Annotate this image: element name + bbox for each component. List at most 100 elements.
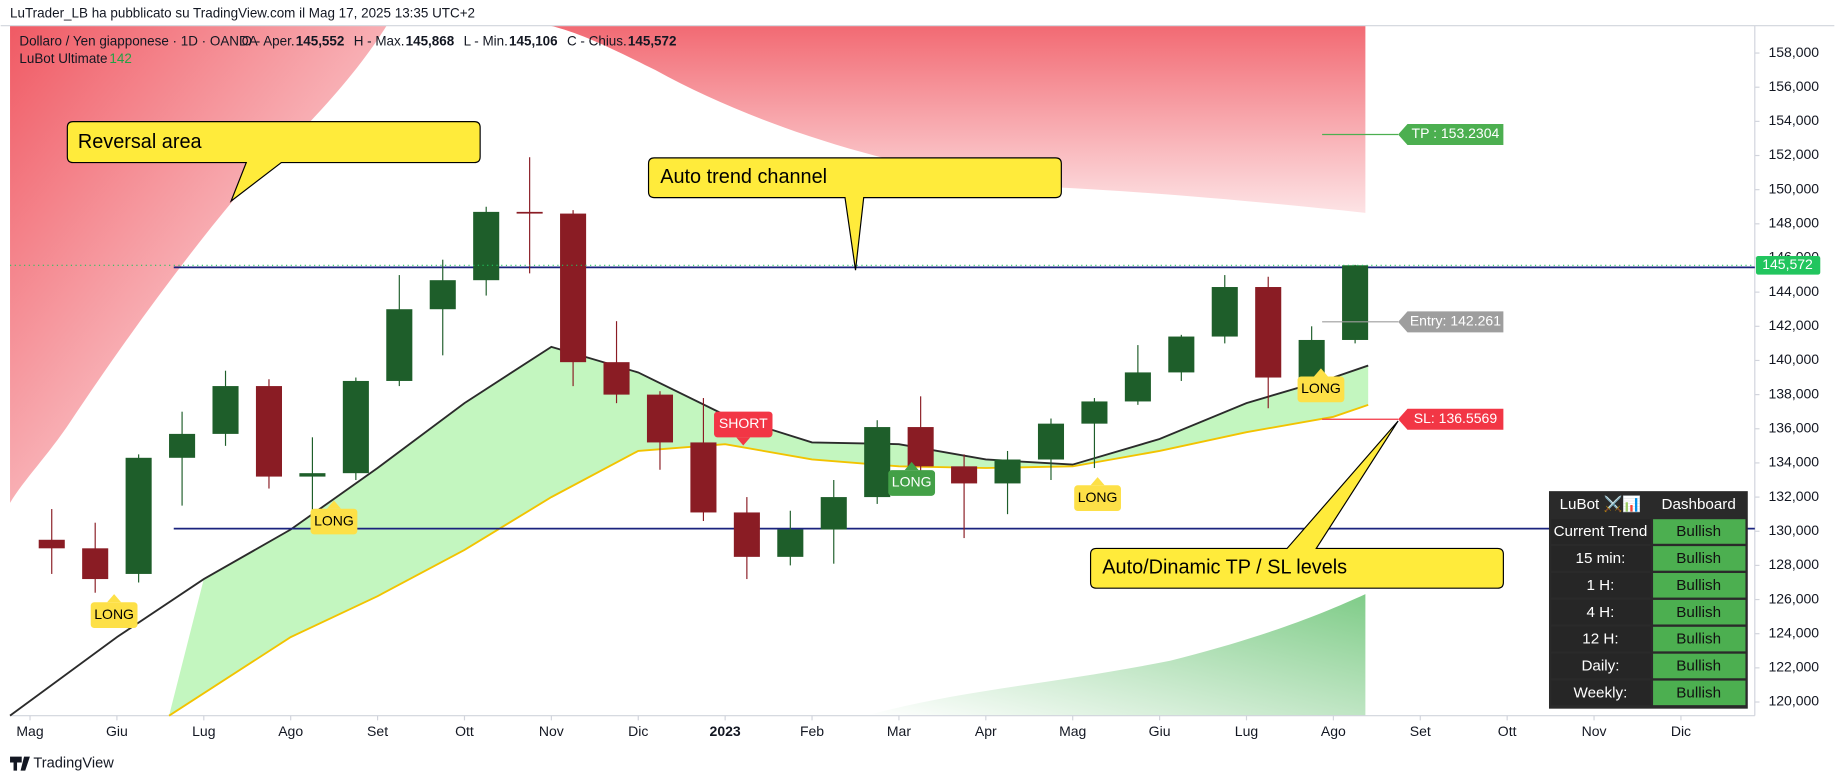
candle-body [1255,287,1282,378]
x-tick-label: 2023 [710,723,741,739]
dashboard-value: Bullish [1676,604,1721,621]
dashboard-value: Bullish [1676,577,1721,594]
ohlc-label: H - Max. [354,34,405,49]
x-tick-label: Nov [539,723,564,739]
x-tick-label: Dic [628,723,648,739]
signal-arrow [1090,477,1105,486]
dashboard: LuBot ⚔️📊 Dashboard Current Trend Bullish 15… [1548,491,1748,709]
indicator-name: LuBot Ultimate [19,51,107,66]
reversal-band-right [550,25,1366,213]
y-tick-label: 150,000 [1768,180,1819,196]
target-label: Entry: 142.261 [1410,313,1501,329]
last-price-tag [1755,255,1821,275]
dashboard-header-cell [1653,492,1746,517]
y-tick-label: 122,000 [1768,659,1819,675]
signal-tag [888,470,936,496]
dashboard-value: Bullish [1676,684,1721,701]
candle-body [169,433,196,458]
signal-label: LONG [94,606,134,622]
ohlc-value: 145,552 [296,34,345,49]
callout-text: Reversal area [78,131,203,153]
candle-body [1081,401,1108,424]
callout-box [647,157,1062,271]
reversal-band-left [10,25,387,503]
dashboard-key: 12 H: [1582,631,1618,648]
symbol: Dollaro / Yen giapponese · 1D · OANDA [19,34,257,49]
y-tick-label: 152,000 [1768,146,1819,162]
x-tick-label: Giu [106,723,128,739]
candle-body [38,539,65,549]
y-tick-label: 130,000 [1768,522,1819,538]
candle-body [255,386,283,477]
x-tick-label: Nov [1582,723,1607,739]
candle-body [1037,423,1065,460]
dashboard-key-cell [1551,546,1651,571]
ohlc-value: 145,868 [406,34,455,49]
lower-band [866,594,1366,716]
callout-box [66,121,481,203]
x-tick-label: Lug [1235,723,1258,739]
target-label: TP : 153.2304 [1412,125,1500,141]
x-tick-label: Apr [975,723,997,739]
candle-body [342,380,369,474]
x-tick-label: Mar [887,723,911,739]
candle-body [603,362,630,395]
dashboard-key: Daily: [1581,658,1619,675]
ohlc-label: L - Min. [464,34,508,49]
target-tag [1398,311,1504,333]
candle-body [1211,287,1238,337]
y-tick-label: 158,000 [1768,44,1819,60]
x-tick-label: Mag [16,723,43,739]
y-tick-label: 134,000 [1768,454,1819,470]
candle-body [212,386,239,434]
y-tick-label: 154,000 [1768,112,1819,128]
candle-body [299,473,326,477]
dashboard-value-cell [1653,519,1746,544]
ohlc-value: 145,106 [509,34,558,49]
indicator-line [168,403,1369,717]
dashboard-value: Bullish [1676,658,1721,675]
dashboard-key: 1 H: [1587,577,1615,594]
candle-body [864,427,891,498]
callout: Auto/Dinamic TP / SL levels [1089,420,1504,589]
signal-label: LONG [1301,380,1341,396]
signal-arrow [326,500,341,509]
x-tick-label: Ago [1321,723,1346,739]
footer-text: TradingView [33,755,114,771]
x-tick-label: Ott [455,723,474,739]
dashboard-key: Current Trend [1554,523,1648,540]
dashboard-key-cell [1551,599,1651,625]
callout-text: Auto trend channel [660,166,827,188]
x-tick-label: Dic [1671,723,1691,739]
candle-body [1124,372,1151,402]
target-label: SL: 136.5569 [1414,410,1498,426]
candle-body [820,497,847,530]
candle-body [516,211,543,214]
candle-body [690,442,717,513]
dashboard-value-cell [1653,546,1746,571]
plot: 120,000 122,000 124,000 126,000 128,000 130,0… [9,44,1821,739]
y-tick-label: 138,000 [1768,385,1819,401]
signal-tag [310,508,358,535]
y-tick-label: 126,000 [1768,590,1819,606]
dashboard-key-cell [1551,680,1651,706]
trend-cloud [169,346,1369,716]
dashboard-value: Bullish [1676,523,1721,540]
callout-box [1089,420,1504,589]
candle-body [473,211,500,281]
ohlc: O - Aper. 145,552 H - Max. 145,868 L - Min. 1… [242,34,677,49]
callout-text: Auto/Dinamic TP / SL levels [1102,557,1347,579]
target-tag [1398,123,1504,146]
candle-body [994,459,1021,484]
dashboard-key: 4 H: [1587,604,1615,621]
dashboard-value-cell [1653,599,1746,625]
signal-tag [90,602,138,628]
signal-label: LONG [892,474,932,490]
dashboard-value-cell [1653,680,1746,706]
x-tick-label: Giu [1149,723,1171,739]
signal-label: SHORT [719,415,768,431]
candle-body [82,548,109,580]
x-tick-label: Ott [1498,723,1517,739]
y-tick-label: 136,000 [1768,419,1819,435]
signal-arrow [1313,368,1328,377]
